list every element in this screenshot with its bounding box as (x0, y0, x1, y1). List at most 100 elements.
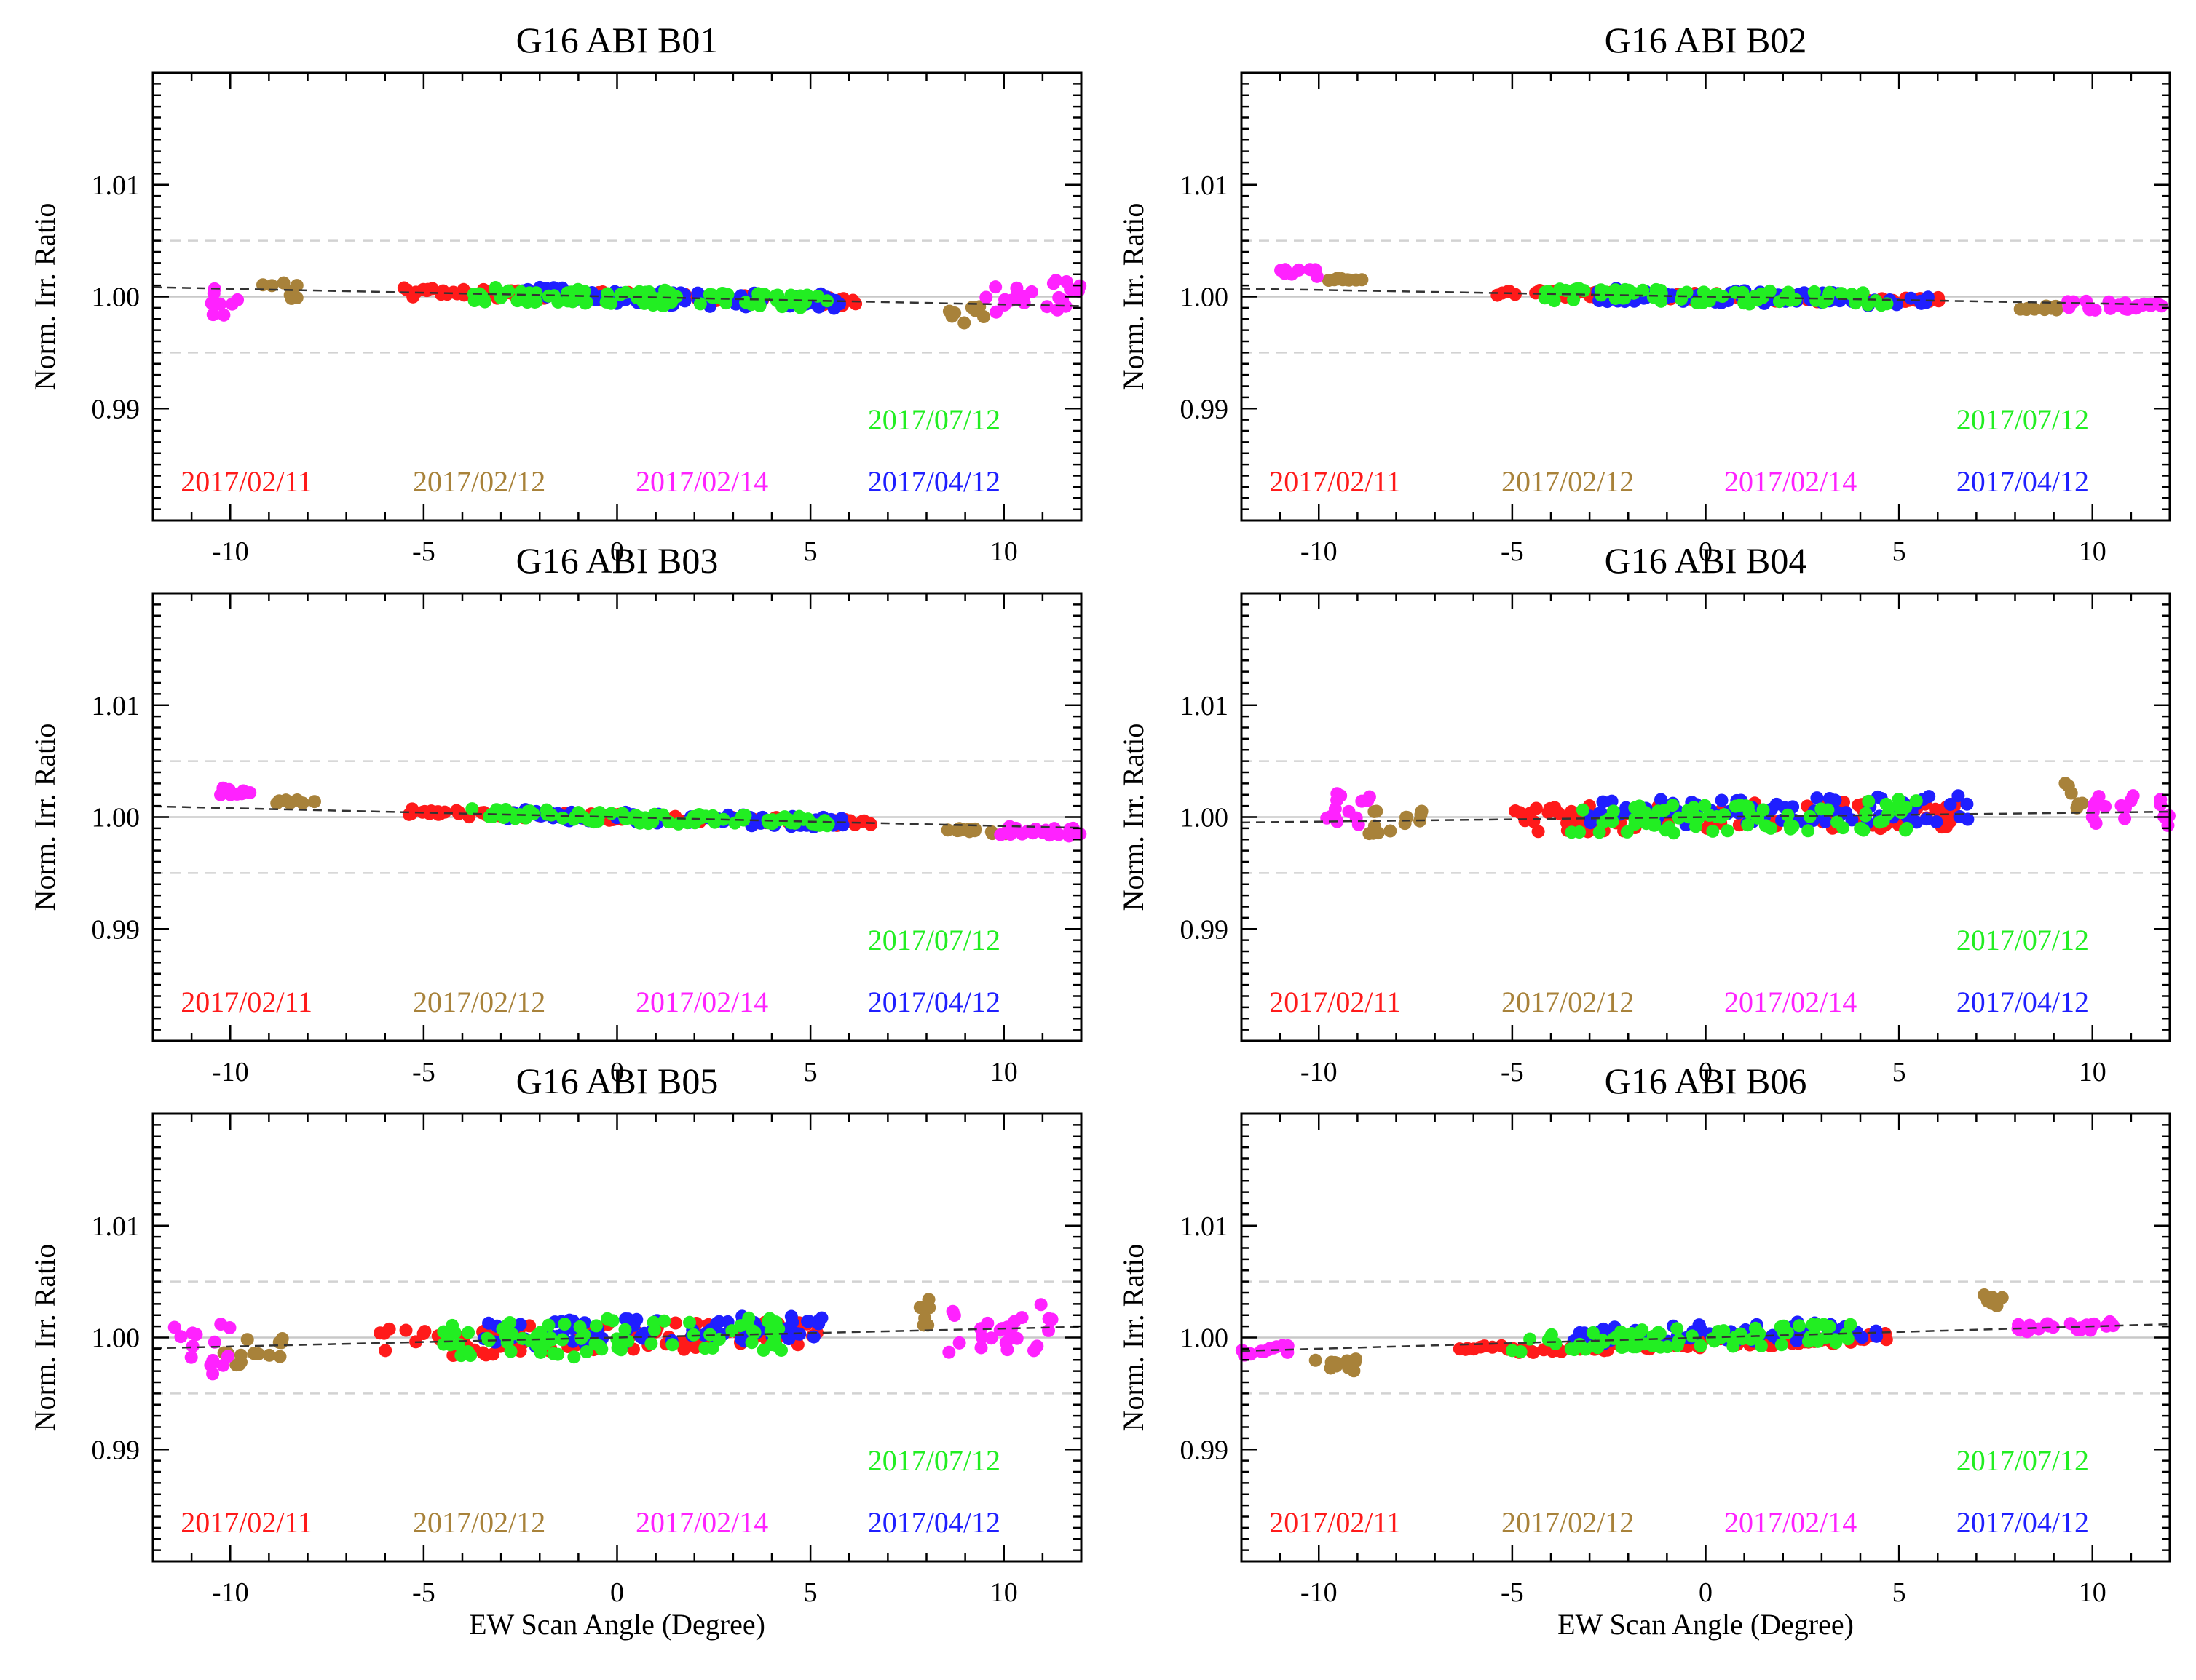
data-point (1573, 825, 1587, 839)
data-point (1839, 806, 1853, 820)
data-point (762, 1315, 775, 1328)
data-point (1870, 1329, 1884, 1343)
data-point (1330, 1359, 1343, 1373)
data-point (1059, 274, 1073, 288)
data-point (1308, 263, 1322, 277)
data-point (784, 288, 798, 302)
data-point (735, 809, 749, 823)
data-point (746, 1324, 759, 1338)
data-point (765, 813, 779, 827)
data-point (677, 1339, 691, 1353)
data-point (374, 1326, 387, 1340)
legend-label: 2017/02/12 (1501, 986, 1634, 1018)
data-point (604, 807, 618, 820)
data-point (285, 286, 299, 300)
data-point (1922, 790, 1936, 804)
data-point (1568, 1343, 1581, 1357)
panel-1: G16 ABI B01 -10 -5 0 5 10 0.99 1.00 1.01 Norm. Ir… (28, 20, 1087, 567)
data-point (379, 1344, 392, 1358)
data-point (273, 1350, 287, 1363)
data-point (184, 1350, 198, 1364)
data-point (1009, 821, 1023, 835)
panel-title: G16 ABI B04 (1605, 540, 1807, 581)
legend-label: 2017/07/12 (1956, 403, 2089, 436)
x-tick-label: 0 (610, 536, 624, 567)
data-point (802, 1315, 816, 1328)
data-point (1027, 1344, 1040, 1358)
data-point (1336, 273, 1350, 287)
trend-line (152, 286, 1082, 307)
data-point (1351, 817, 1365, 831)
data-point (206, 308, 220, 322)
data-point (1859, 809, 1873, 823)
data-point (974, 1341, 988, 1355)
data-point (981, 1316, 995, 1330)
data-point (503, 1316, 517, 1330)
data-point (204, 1358, 218, 1372)
data-point (1047, 827, 1061, 841)
legend-label: 2017/02/14 (1724, 1506, 1857, 1539)
data-point (252, 1347, 266, 1361)
data-point (683, 1315, 697, 1329)
x-tick-label: -10 (1300, 1057, 1338, 1087)
data-point (1801, 824, 1815, 838)
legend-label: 2017/02/14 (636, 1506, 768, 1539)
data-point (1541, 285, 1555, 298)
data-point (217, 308, 231, 322)
x-tick-label: 5 (804, 1057, 818, 1087)
legend-label: 2017/02/11 (181, 465, 312, 498)
data-point (1257, 1344, 1271, 1358)
data-point (1034, 1298, 1048, 1312)
data-point (1788, 293, 1802, 306)
y-tick-label: 1.01 (92, 1211, 141, 1242)
trend-line (152, 805, 1082, 829)
data-point (482, 1316, 496, 1330)
data-point (578, 296, 592, 310)
data-point (1777, 1319, 1790, 1333)
data-point (1355, 794, 1369, 808)
legend-label: 2017/02/11 (1269, 465, 1401, 498)
data-point (1415, 804, 1429, 818)
data-point (1951, 789, 1965, 803)
data-point (483, 809, 497, 823)
data-point (547, 1347, 561, 1360)
data-point (1308, 1353, 1322, 1367)
data-point (1383, 824, 1397, 838)
legend-label: 2017/07/12 (868, 403, 1000, 436)
x-tick-label: -5 (412, 1577, 435, 1608)
data-point (2112, 298, 2125, 312)
data-point (2126, 789, 2140, 803)
y-tick-label: 0.99 (92, 914, 141, 945)
data-point (479, 1348, 493, 1362)
legend-label: 2017/02/11 (181, 1506, 312, 1539)
data-point (922, 1293, 936, 1307)
data-point (1746, 1331, 1760, 1345)
legend-label: 2017/07/12 (868, 1444, 1000, 1477)
data-point (1666, 799, 1680, 812)
data-point (1029, 822, 1043, 836)
data-point (1594, 288, 1608, 302)
x-tick-label: 5 (1892, 1057, 1906, 1087)
data-point (2046, 1320, 2060, 1334)
legend-label: 2017/02/14 (1724, 465, 1857, 498)
data-point (1751, 811, 1765, 825)
data-point (765, 1338, 778, 1352)
data-point (1518, 814, 1532, 828)
data-point (1008, 1315, 1022, 1328)
legend-label: 2017/07/12 (1956, 924, 2089, 956)
data-point (1042, 1312, 1056, 1326)
data-point (1919, 812, 1933, 826)
data-point (691, 286, 705, 300)
data-point (1531, 825, 1545, 839)
data-point (654, 291, 668, 305)
data-point (811, 289, 825, 303)
data-point (539, 1337, 553, 1351)
data-point (993, 1323, 1007, 1337)
data-point (918, 1311, 932, 1325)
data-point (1654, 1340, 1667, 1354)
data-point (1485, 1340, 1499, 1354)
data-point (1674, 292, 1688, 306)
legend-label: 2017/04/12 (1956, 986, 2089, 1018)
data-point (601, 287, 615, 301)
data-point (1624, 1327, 1638, 1341)
